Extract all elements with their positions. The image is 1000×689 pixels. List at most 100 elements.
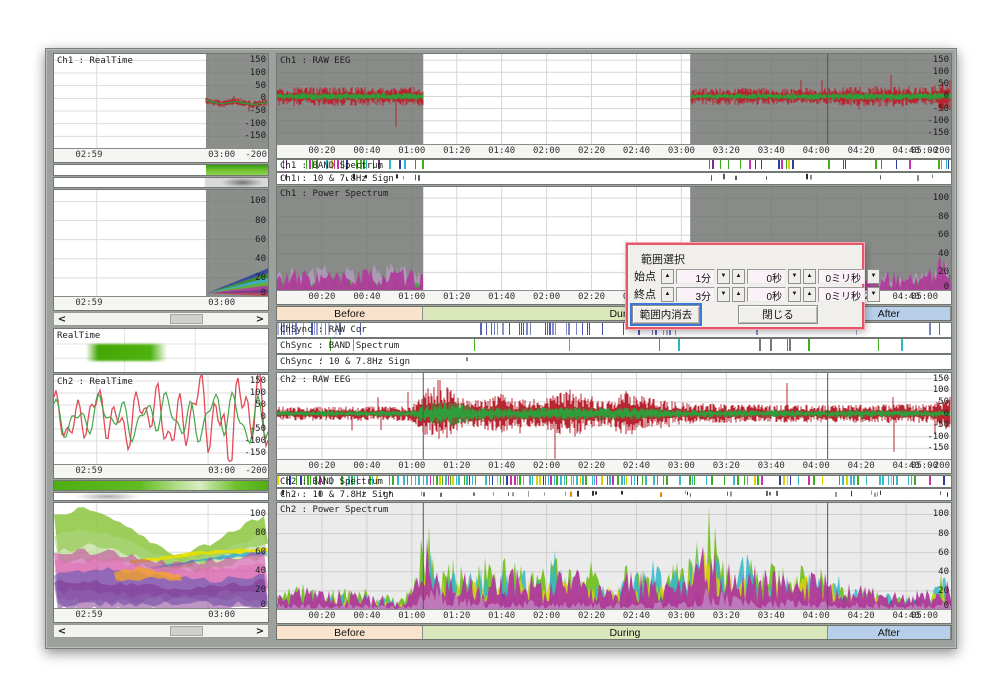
y-tick-label: 100 <box>249 196 266 207</box>
end-second-field[interactable]: 0秒 <box>747 286 786 302</box>
ch2-raw-eeg-title: Ch2 : RAW EEG <box>280 375 351 385</box>
band-history-time-axis: 02:59 03:00 <box>54 608 268 622</box>
x-tick-label: 02:00 <box>533 461 561 471</box>
y-tick-label: -100 <box>244 436 266 446</box>
x-tick-label: 02:40 <box>622 461 650 471</box>
x-tick-label: 01:40 <box>488 611 516 621</box>
x-tick-label: 04:40 <box>892 146 920 156</box>
phase-label: After <box>877 626 900 639</box>
chsync-sign-label: ChSync : 10 & 7.8Hz Sign <box>280 357 411 367</box>
x-tick-label: 00:40 <box>353 292 381 302</box>
band-history-plot[interactable]: 100 80 60 40 20 0 <box>54 503 268 609</box>
ch1-power-spectrum-title: Ch1 : Power Spectrum <box>280 189 389 199</box>
end-minute-down-button[interactable]: ▼ <box>717 286 730 302</box>
x-tick-label: 02:40 <box>622 146 650 156</box>
x-tick-label: 04:20 <box>847 146 875 156</box>
start-minute-down-button[interactable]: ▼ <box>717 268 730 284</box>
scrollbar-thumb[interactable] <box>170 626 203 636</box>
phase-label: During <box>609 626 641 639</box>
scrollbar-track[interactable] <box>70 313 252 325</box>
x-tick-label: 01:40 <box>488 146 516 156</box>
ch2-realtime-plot[interactable]: 150 100 50 0 -50 -100 -150 <box>54 375 268 465</box>
close-dialog-button[interactable]: 閉じる <box>738 305 818 324</box>
y-tick-label: 80 <box>255 528 266 539</box>
y-tick-label: 60 <box>938 230 949 241</box>
x-tick-label: 03:40 <box>757 461 785 471</box>
scroll-left-button[interactable]: < <box>54 625 70 637</box>
phase-label: After <box>877 307 900 320</box>
x-tick-label: 01:00 <box>398 461 426 471</box>
ch2-power-spectrum-plot[interactable]: 100 80 60 40 20 0 <box>277 503 951 610</box>
y-tick-label: 80 <box>938 528 949 539</box>
x-tick-label: 02:59 <box>75 610 103 620</box>
panel-band-history: 100 80 60 40 20 0 02:59 03:00 <box>53 502 269 623</box>
ch1-band-spectrum-label: Ch1 : BAND Spectrum <box>280 160 383 171</box>
start-millisecond-field[interactable]: 0ミリ秒 <box>818 268 865 284</box>
x-tick-label: 03:00 <box>667 461 695 471</box>
end-millisecond-up-button[interactable]: ▲ <box>803 286 816 302</box>
x-tick-label: 03:00 <box>208 610 236 620</box>
y-tick-label: 50 <box>255 80 266 91</box>
start-millisecond-up-button[interactable]: ▲ <box>803 268 816 284</box>
x-tick-label: 02:00 <box>533 611 561 621</box>
end-minute-field[interactable]: 3分 <box>676 286 715 302</box>
scrollbar-track[interactable] <box>70 625 252 637</box>
ch1-raw-eeg-title: Ch1 : RAW EEG <box>280 56 351 66</box>
phase-band-bottom: Before During After <box>276 625 952 640</box>
ch1-realtime-time-axis: 02:59 03:00 -200 <box>54 148 268 162</box>
x-tick-label: 00:40 <box>353 146 381 156</box>
x-tick-label: 01:40 <box>488 292 516 302</box>
x-tick-label: 01:00 <box>398 611 426 621</box>
end-millisecond-field[interactable]: 0ミリ秒 <box>818 286 865 302</box>
scrollbar-thumb[interactable] <box>170 314 203 324</box>
spectrum-thumb-plot[interactable]: 100 80 60 40 20 0 <box>54 190 268 297</box>
y-tick-label: -50 <box>932 103 949 114</box>
ch2-realtime-sign-row <box>53 492 269 501</box>
start-minute-field[interactable]: 1分 <box>676 268 715 284</box>
y-tick-label: 0 <box>943 91 949 102</box>
ch2-realtime-title: Ch2 : RealTime <box>57 377 133 387</box>
panel-ch1-raw-eeg: 150 100 50 0 -50 -100 -150 00:20 00:40 01:00 01:2… <box>276 53 952 159</box>
y-tick-label: 20 <box>938 585 949 596</box>
ch2-sign-label: Ch2 : 10 & 7.8Hz Sign <box>280 489 394 500</box>
end-millisecond-down-button[interactable]: ▼ <box>867 286 880 302</box>
start-minute-up-button[interactable]: ▲ <box>661 268 674 284</box>
realtime-title: RealTime <box>57 331 101 341</box>
x-tick-label: 02:20 <box>577 611 606 621</box>
y-tick-label: 150 <box>249 55 266 66</box>
y-tick-label: 150 <box>249 376 266 386</box>
x-tick-label: 04:40 <box>892 461 920 471</box>
ch1-realtime-sign-row <box>53 177 269 188</box>
panel-ch1-realtime: 150 100 50 0 -50 -100 -150 02:59 03:00 -200 Ch1 … <box>53 53 269 163</box>
scroll-right-button[interactable]: > <box>252 625 268 637</box>
ch2-raw-eeg-plot[interactable]: 150 100 50 0 -50 -100 -150 <box>277 373 951 460</box>
x-tick-label: 01:20 <box>443 611 471 621</box>
sign-smudge <box>54 493 268 500</box>
end-minute-up-button[interactable]: ▲ <box>661 286 674 302</box>
ch2-power-spectrum-time-axis: 00:20 00:40 01:00 01:20 01:40 02:00 02:20 02:40… <box>277 609 951 623</box>
y-tick-label: 100 <box>249 68 266 78</box>
start-second-down-button[interactable]: ▼ <box>788 268 801 284</box>
y-tick-label: 80 <box>938 211 949 222</box>
end-second-down-button[interactable]: ▼ <box>788 286 801 302</box>
erase-range-button[interactable]: 範囲内消去 <box>630 303 702 326</box>
start-second-up-button[interactable]: ▲ <box>732 268 745 284</box>
scroll-left-button[interactable]: < <box>54 313 70 325</box>
sign-smudge <box>54 178 268 187</box>
start-millisecond-down-button[interactable]: ▼ <box>867 268 880 284</box>
ch1-realtime-plot[interactable]: 150 100 50 0 -50 -100 -150 <box>54 54 268 149</box>
end-point-label: 終点 <box>634 289 656 301</box>
y-tick-label: -50 <box>932 420 949 431</box>
end-second-up-button[interactable]: ▲ <box>732 286 745 302</box>
ch1-realtime-band-row <box>53 164 269 176</box>
scroll-right-button[interactable]: > <box>252 313 268 325</box>
y-tick-label: 100 <box>932 509 949 520</box>
y-tick-label: 150 <box>932 373 949 384</box>
y-tick-label: -150 <box>927 443 949 454</box>
x-tick-label: 05:00 <box>910 146 938 156</box>
ch1-raw-eeg-plot[interactable]: 150 100 50 0 -50 -100 -150 <box>277 54 951 145</box>
x-tick-label: 02:00 <box>533 292 561 302</box>
start-second-field[interactable]: 0秒 <box>747 268 786 284</box>
ch2-power-spectrum-title: Ch2 : Power Spectrum <box>280 505 389 515</box>
